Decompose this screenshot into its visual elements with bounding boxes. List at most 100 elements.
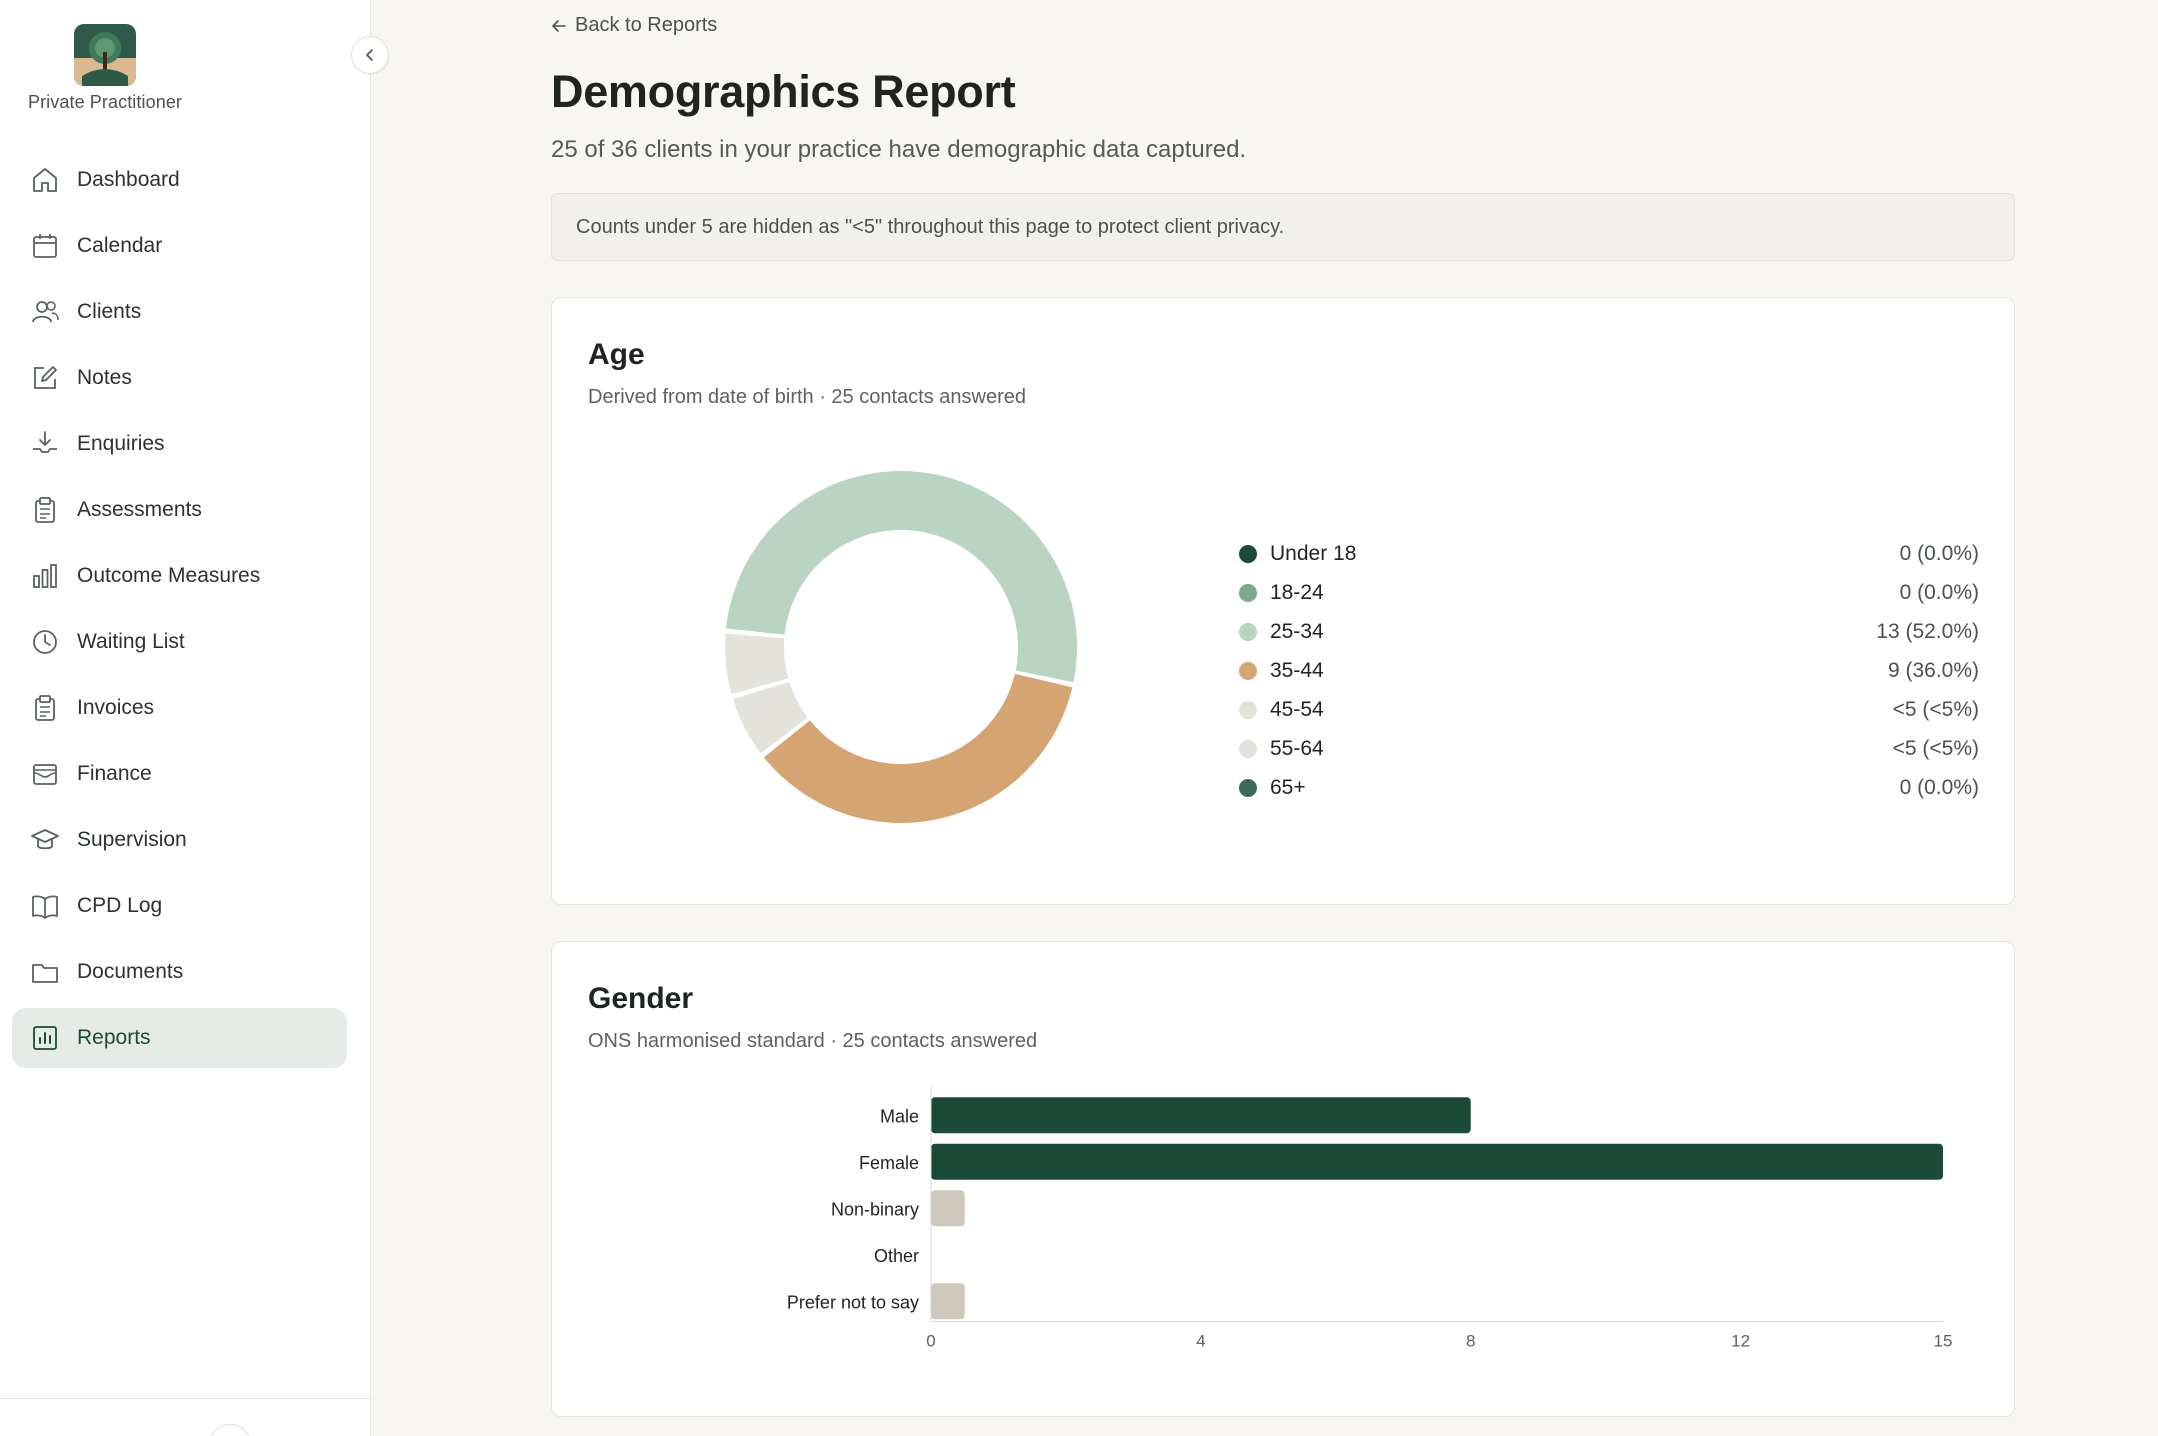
- legend-value: <5 (<5%): [1892, 736, 1979, 760]
- donut-slice-25-34[interactable]: [725, 471, 1077, 683]
- sidebar-item-notes[interactable]: Notes: [12, 348, 347, 408]
- x-tick-label: 8: [1466, 1332, 1475, 1351]
- legend-label: 35-44: [1270, 658, 1324, 682]
- legend-item: 25-34 13 (52.0%): [1239, 612, 1979, 651]
- sidebar-item-supervision[interactable]: Supervision: [12, 810, 347, 870]
- legend-item: 65+ 0 (0.0%): [1239, 768, 1979, 807]
- bar-category-label: Prefer not to say: [787, 1292, 919, 1312]
- sidebar-item-outcome-measures[interactable]: Outcome Measures: [12, 546, 347, 606]
- x-tick-label: 15: [1934, 1332, 1953, 1351]
- sidebar-item-label: Reports: [77, 1026, 151, 1049]
- gender-title: Gender: [588, 982, 694, 1015]
- gender-card: Gender ONS harmonised standard · 25 cont…: [551, 941, 2015, 1417]
- sidebar-item-reports[interactable]: Reports: [12, 1008, 347, 1068]
- folder-icon: [30, 957, 60, 987]
- sidebar-item-label: Finance: [77, 762, 152, 785]
- practice-name: Private Practitioner: [27, 92, 183, 112]
- gender-subtitle: ONS harmonised standard · 25 contacts an…: [588, 1030, 1038, 1052]
- age-card: Age Derived from date of birth · 25 cont…: [551, 297, 2015, 905]
- legend-swatch: [1239, 583, 1257, 602]
- sidebar-item-waiting-list[interactable]: Waiting List: [12, 612, 347, 672]
- legend-label: 25-34: [1270, 619, 1324, 643]
- sidebar-item-dashboard[interactable]: Dashboard: [12, 150, 347, 210]
- calendar-icon: [30, 231, 60, 261]
- legend-label: 45-54: [1270, 697, 1324, 721]
- sidebar-item-label: Invoices: [77, 696, 155, 719]
- sidebar-item-documents[interactable]: Documents: [12, 942, 347, 1002]
- donut-slice-55-64[interactable]: [725, 633, 789, 695]
- sidebar-item-label: Supervision: [77, 828, 187, 851]
- sidebar-item-label: Clients: [77, 300, 142, 323]
- edit-icon: [30, 363, 60, 393]
- graduation-cap-icon: [30, 825, 60, 855]
- main-nav: Dashboard Calendar Clients Notes Enquiries As…: [12, 150, 347, 1074]
- bar-male[interactable]: [931, 1097, 1471, 1134]
- clipboard-icon: [30, 495, 60, 525]
- legend-value: 0 (0.0%): [1899, 775, 1979, 799]
- inbox-download-icon: [30, 429, 60, 459]
- sidebar-item-finance[interactable]: Finance: [12, 744, 347, 804]
- arrow-left-icon: [552, 19, 566, 32]
- age-title: Age: [588, 338, 645, 371]
- bar-female[interactable]: [931, 1143, 1943, 1180]
- legend-label: Under 18: [1270, 541, 1357, 565]
- sidebar-divider: [0, 1398, 370, 1399]
- legend-value: 0 (0.0%): [1899, 580, 1979, 604]
- sidebar-item-invoices[interactable]: Invoices: [12, 678, 347, 738]
- legend-label: 55-64: [1270, 736, 1324, 760]
- legend-label: 18-24: [1270, 580, 1324, 604]
- users-icon: [30, 297, 60, 327]
- page-subtitle: 25 of 36 clients in your practice have d…: [551, 136, 1247, 163]
- practice-header: Private Practitioner: [0, 24, 210, 113]
- report-chart-icon: [30, 1023, 60, 1053]
- legend-swatch: [1239, 661, 1257, 680]
- back-label: Back to Reports: [575, 14, 718, 36]
- bar-category-label: Male: [880, 1106, 919, 1126]
- sidebar: Private Practitioner Dashboard Calendar Cl…: [0, 0, 371, 1436]
- sidebar-item-label: Dashboard: [77, 168, 180, 191]
- sidebar-item-label: Documents: [77, 960, 184, 983]
- sidebar-item-label: Notes: [77, 366, 132, 389]
- chevron-left-icon: [366, 49, 373, 61]
- x-tick-label: 0: [926, 1332, 935, 1351]
- home-icon: [30, 165, 60, 195]
- age-subtitle: Derived from date of birth · 25 contacts…: [588, 386, 1026, 408]
- sidebar-item-label: Calendar: [77, 234, 163, 257]
- age-donut-chart: [725, 471, 1077, 823]
- sidebar-item-cpd-log[interactable]: CPD Log: [12, 876, 347, 936]
- bar-category-label: Female: [859, 1153, 919, 1173]
- book-icon: [30, 891, 60, 921]
- donut-slice-45-54[interactable]: [732, 681, 808, 754]
- legend-item: Under 18 0 (0.0%): [1239, 534, 1979, 573]
- legend-swatch: [1239, 622, 1257, 641]
- age-legend: Under 18 0 (0.0%) 18-24 0 (0.0%) 25-34 13 (52…: [1239, 534, 1979, 807]
- legend-swatch: [1239, 739, 1257, 758]
- bar-chart-icon: [30, 561, 60, 591]
- wallet-icon: [30, 759, 60, 789]
- privacy-notice: Counts under 5 are hidden as "<5" throug…: [551, 193, 2015, 261]
- sidebar-item-assessments[interactable]: Assessments: [12, 480, 347, 540]
- practice-logo[interactable]: [74, 24, 136, 86]
- legend-swatch: [1239, 778, 1257, 797]
- sidebar-item-clients[interactable]: Clients: [12, 282, 347, 342]
- sidebar-item-label: Outcome Measures: [77, 564, 261, 587]
- legend-value: <5 (<5%): [1892, 697, 1979, 721]
- sidebar-item-enquiries[interactable]: Enquiries: [12, 414, 347, 474]
- legend-item: 35-44 9 (36.0%): [1239, 651, 1979, 690]
- collapse-sidebar-button[interactable]: [351, 36, 389, 74]
- bar-category-label: Non-binary: [831, 1199, 919, 1219]
- donut-slice-35-44[interactable]: [763, 673, 1073, 823]
- sidebar-item-calendar[interactable]: Calendar: [12, 216, 347, 276]
- legend-value: 13 (52.0%): [1876, 619, 1979, 643]
- sidebar-item-label: Enquiries: [77, 432, 165, 455]
- bar-non-binary[interactable]: [931, 1190, 965, 1227]
- legend-value: 0 (0.0%): [1899, 541, 1979, 565]
- back-to-reports-link[interactable]: Back to Reports: [551, 14, 717, 37]
- legend-item: 18-24 0 (0.0%): [1239, 573, 1979, 612]
- bar-prefer-not-to-say[interactable]: [931, 1283, 965, 1320]
- gender-bar-chart: Male Female Non-binary Other Prefer not to s…: [787, 1087, 1953, 1351]
- sidebar-item-label: Waiting List: [77, 630, 185, 653]
- page-title: Demographics Report: [551, 66, 1016, 117]
- bar-category-label: Other: [874, 1246, 919, 1266]
- x-tick-label: 12: [1731, 1332, 1750, 1351]
